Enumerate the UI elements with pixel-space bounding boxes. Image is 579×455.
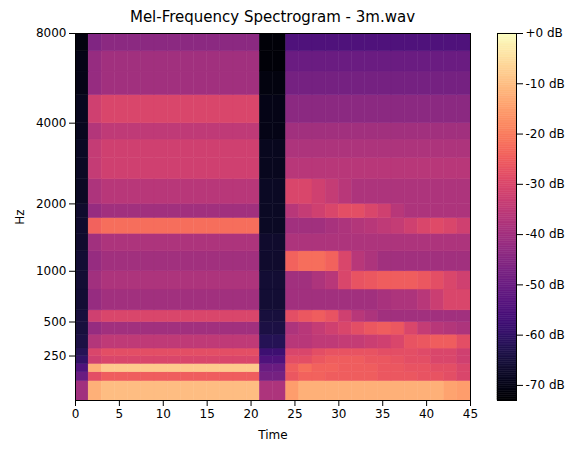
- svg-text:Hz: Hz: [13, 209, 27, 224]
- svg-text:-20 dB: -20 dB: [526, 127, 565, 141]
- svg-text:-10 dB: -10 dB: [526, 77, 565, 91]
- svg-text:0: 0: [72, 407, 80, 421]
- svg-text:5: 5: [116, 407, 124, 421]
- html-text:Mel-Frequency Spectrogram - 3m: Mel-Frequency Spectrogram - 3m.wav: [129, 8, 416, 26]
- svg-text:4000: 4000: [36, 116, 67, 130]
- svg-text:-60 dB: -60 dB: [526, 328, 565, 342]
- svg-text:35: 35: [375, 407, 390, 421]
- svg-text:2000: 2000: [36, 197, 67, 211]
- svg-text:40: 40: [419, 407, 434, 421]
- svg-text:20: 20: [243, 407, 258, 421]
- svg-text:-40 dB: -40 dB: [526, 227, 565, 241]
- svg-text:30: 30: [331, 407, 346, 421]
- svg-text:15: 15: [200, 407, 215, 421]
- svg-text:Time: Time: [257, 428, 287, 442]
- svg-text:-50 dB: -50 dB: [526, 278, 565, 292]
- svg-text:-70 dB: -70 dB: [526, 378, 565, 392]
- svg-text:250: 250: [44, 349, 67, 363]
- svg-text:8000: 8000: [36, 26, 67, 40]
- svg-text:10: 10: [156, 407, 171, 421]
- svg-text:25: 25: [287, 407, 302, 421]
- svg-text:45: 45: [463, 407, 478, 421]
- svg-text:500: 500: [44, 315, 67, 329]
- svg-text:-30 dB: -30 dB: [526, 177, 565, 191]
- svg-text:1000: 1000: [36, 264, 67, 278]
- svg-text:+0 dB: +0 dB: [526, 26, 563, 40]
